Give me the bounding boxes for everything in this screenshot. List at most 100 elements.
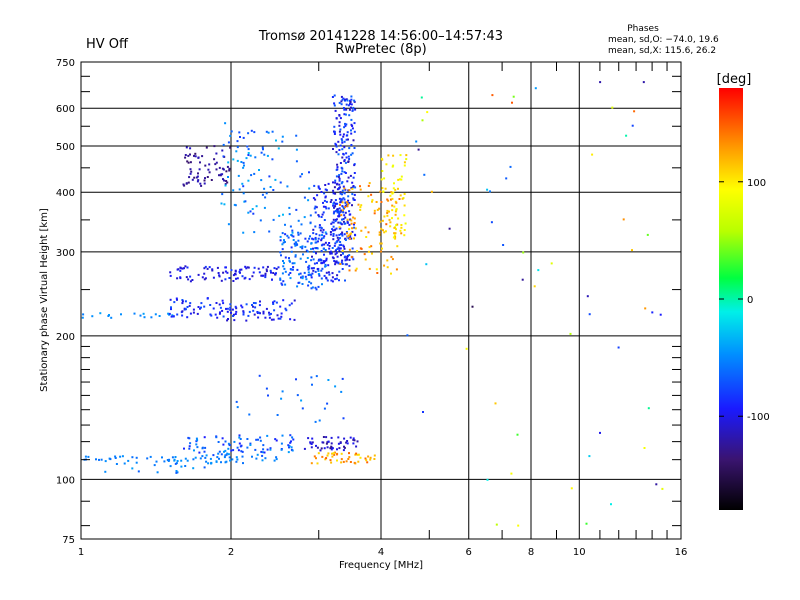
- echo-point: [307, 437, 310, 440]
- echo-point: [212, 307, 215, 310]
- echo-point: [171, 456, 174, 459]
- echo-point: [283, 267, 286, 270]
- echo-point: [367, 250, 370, 253]
- echo-point: [232, 315, 235, 317]
- echo-point: [334, 260, 337, 263]
- echo-point: [317, 186, 320, 189]
- echo-point: [235, 150, 238, 153]
- echo-point: [367, 455, 370, 458]
- echo-point: [356, 440, 359, 443]
- phase-stats-title: Phases: [627, 24, 659, 34]
- echo-point: [189, 275, 192, 278]
- echo-point: [388, 210, 390, 213]
- echo-point: [348, 147, 351, 150]
- echo-point: [341, 268, 344, 270]
- echo-point: [156, 471, 159, 474]
- echo-point: [228, 444, 231, 447]
- echo-point: [340, 138, 343, 141]
- echo-point: [275, 439, 278, 442]
- echo-point: [386, 212, 389, 214]
- echo-point: [359, 206, 362, 209]
- echo-point: [633, 110, 636, 113]
- echo-point: [299, 272, 302, 275]
- echo-point: [235, 307, 238, 310]
- echo-point: [243, 200, 246, 203]
- echo-point: [326, 402, 329, 405]
- echo-point: [343, 192, 346, 194]
- echo-point: [364, 226, 367, 229]
- echo-point: [205, 146, 208, 149]
- echo-point: [121, 455, 124, 458]
- y-tick-label: 200: [56, 332, 75, 343]
- echo-point: [311, 237, 314, 240]
- echo-point: [391, 209, 394, 212]
- echo-point: [243, 164, 245, 167]
- echo-point: [300, 276, 302, 279]
- echo-point: [315, 233, 318, 236]
- echo-point: [338, 124, 341, 127]
- echo-point: [229, 134, 232, 137]
- echo-point: [311, 441, 314, 444]
- echo-point: [110, 316, 113, 319]
- echo-point: [380, 250, 383, 253]
- echo-point: [348, 210, 351, 213]
- echo-point: [253, 131, 256, 134]
- echo-point: [338, 187, 341, 190]
- echo-point: [279, 317, 282, 320]
- echo-point: [423, 173, 426, 176]
- echo-point: [215, 302, 218, 304]
- echo-point: [325, 436, 328, 439]
- echo-point: [227, 447, 230, 450]
- echo-point: [269, 447, 272, 450]
- chart-subtitle: RwPretec (8p): [335, 42, 426, 57]
- echo-point: [366, 461, 369, 464]
- echo-point: [341, 234, 344, 237]
- echo-point: [422, 411, 424, 413]
- echo-point: [348, 248, 351, 251]
- echo-point: [169, 465, 172, 468]
- echo-point: [218, 274, 221, 277]
- echo-point: [225, 266, 227, 269]
- echo-point: [183, 447, 185, 450]
- echo-point: [335, 218, 337, 221]
- echo-point: [185, 182, 188, 185]
- echo-point: [324, 195, 327, 198]
- echo-point: [346, 256, 349, 259]
- echo-point: [299, 257, 302, 260]
- echo-point: [247, 179, 250, 182]
- echo-point: [339, 247, 342, 250]
- echo-point: [344, 205, 347, 207]
- echo-point: [176, 313, 179, 316]
- echo-point: [338, 174, 341, 177]
- echo-point: [186, 160, 189, 163]
- echo-point: [350, 144, 353, 146]
- echo-point: [287, 236, 290, 239]
- echo-point: [336, 453, 338, 456]
- echo-point: [321, 455, 324, 458]
- y-tick-label: 750: [56, 58, 75, 69]
- echo-point: [502, 244, 505, 246]
- echo-point: [290, 446, 293, 449]
- echo-point: [351, 181, 354, 184]
- echo-point: [247, 266, 250, 269]
- echo-point: [338, 247, 341, 250]
- echo-point: [312, 247, 314, 250]
- echo-point: [195, 437, 198, 440]
- echo-point: [331, 228, 334, 231]
- echo-point: [281, 390, 284, 393]
- echo-point: [346, 442, 349, 445]
- echo-point: [215, 152, 218, 155]
- echo-point: [345, 231, 348, 233]
- echo-point: [343, 108, 346, 111]
- echo-point: [314, 247, 317, 250]
- echo-point: [235, 456, 238, 459]
- echo-point: [426, 111, 429, 114]
- echo-point: [289, 441, 292, 444]
- echo-point: [335, 183, 338, 186]
- echo-point: [386, 214, 389, 217]
- echo-point: [332, 221, 335, 224]
- echo-point: [264, 274, 267, 277]
- echo-point: [326, 243, 329, 246]
- echo-point: [268, 175, 271, 178]
- echo-point: [269, 186, 272, 188]
